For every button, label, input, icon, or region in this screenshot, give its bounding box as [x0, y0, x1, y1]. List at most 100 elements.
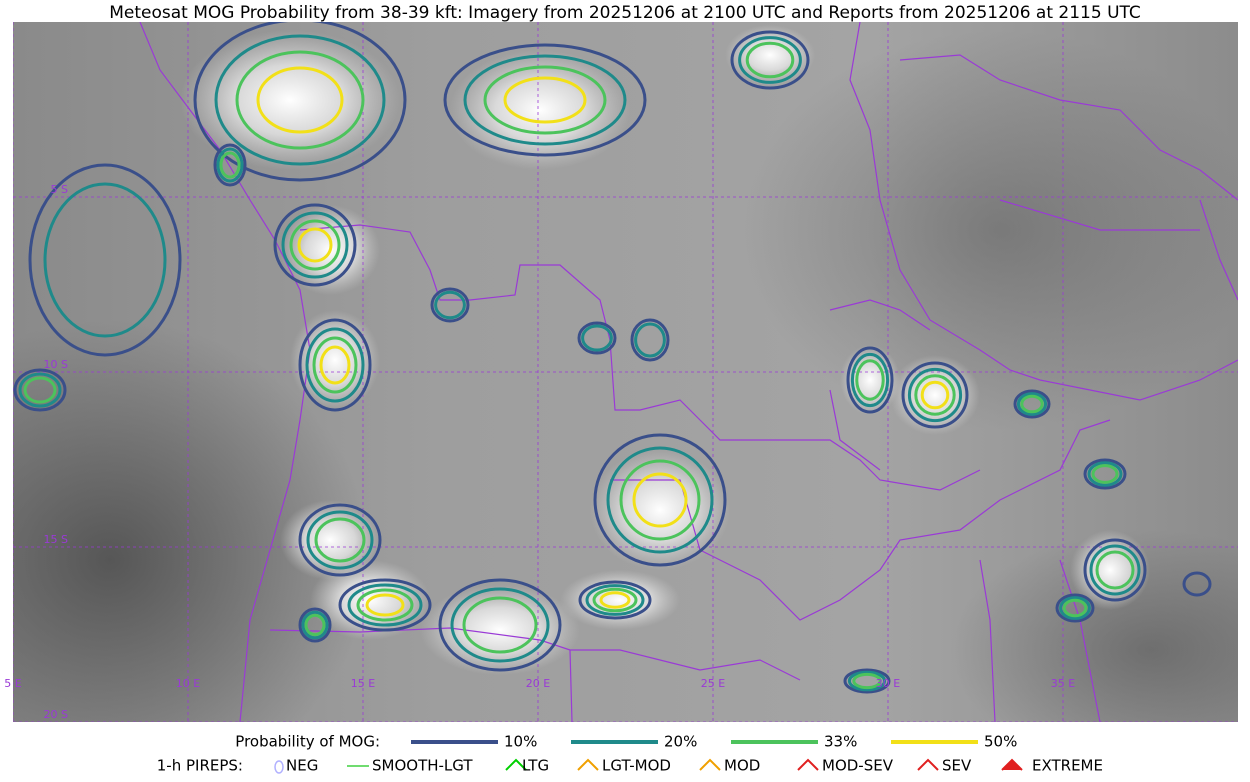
contour — [730, 30, 810, 90]
legend-icon — [274, 760, 284, 774]
contour — [920, 380, 950, 410]
map — [13, 22, 1238, 722]
contour — [901, 361, 969, 429]
contour — [843, 668, 891, 694]
contour — [1182, 571, 1212, 597]
contour — [585, 584, 645, 616]
contour — [503, 76, 587, 124]
contour — [483, 65, 607, 135]
border — [1199, 199, 1238, 301]
lon-label: 5 E — [4, 677, 21, 690]
contour — [592, 587, 638, 613]
contour — [745, 41, 795, 79]
title: Meteosat MOG Probability from 38-39 kft:… — [109, 3, 1141, 23]
cloud — [180, 30, 400, 170]
contour — [235, 50, 365, 150]
cloud — [560, 570, 680, 630]
contour — [450, 587, 550, 663]
contour — [855, 359, 885, 401]
contour — [914, 374, 956, 416]
border — [899, 54, 1238, 201]
contour — [289, 219, 341, 271]
lat-label: 20 S — [44, 708, 68, 721]
legend-item: 10% — [504, 733, 537, 751]
contour — [630, 318, 670, 362]
lat-label: 5 S — [51, 183, 68, 196]
contour — [365, 593, 405, 617]
contour — [314, 517, 366, 563]
border — [269, 627, 801, 681]
legend-icon — [797, 758, 819, 771]
contour — [301, 610, 329, 640]
contour — [1083, 458, 1127, 490]
contour — [256, 66, 344, 134]
contour — [18, 372, 62, 408]
contour — [1089, 544, 1141, 596]
contour — [297, 227, 333, 263]
contour — [438, 578, 562, 672]
contour — [43, 182, 167, 338]
legend-item: SMOOTH-LGT — [372, 757, 473, 775]
contour — [1020, 394, 1044, 414]
legend-item: LTG — [522, 757, 549, 775]
contour — [298, 607, 332, 643]
contour — [23, 376, 57, 404]
lon-label: 20 E — [526, 677, 550, 690]
contour — [214, 34, 386, 166]
legend-label: 1-h PIREPS: — [157, 757, 243, 775]
contour — [846, 346, 894, 414]
cloud — [890, 355, 980, 435]
contour — [593, 433, 727, 567]
border — [569, 649, 573, 722]
border — [299, 224, 981, 491]
contour — [1013, 389, 1051, 419]
cloud — [280, 500, 380, 580]
border — [139, 22, 311, 722]
contour — [213, 143, 247, 187]
contour — [347, 583, 423, 627]
contour — [281, 211, 349, 279]
cloud — [420, 585, 580, 675]
contour — [305, 327, 365, 403]
legend-item: MOD — [724, 757, 760, 775]
contour — [907, 367, 963, 423]
contour — [1016, 392, 1048, 416]
contour — [619, 459, 701, 541]
contour — [304, 613, 326, 637]
contour — [606, 446, 714, 554]
contour — [581, 324, 613, 352]
border — [849, 22, 1238, 401]
contour — [298, 503, 382, 577]
contour — [632, 472, 688, 528]
contour — [13, 368, 67, 412]
contour — [577, 321, 617, 355]
contour — [193, 22, 407, 182]
legend-label: Probability of MOG: — [235, 733, 380, 751]
legend-icon — [917, 758, 939, 771]
contour — [1095, 550, 1135, 590]
contour — [1091, 464, 1119, 484]
contour — [434, 290, 466, 320]
legend-item: EXTREME — [1032, 757, 1103, 775]
contour — [847, 670, 887, 692]
contour — [298, 318, 372, 412]
contour — [1055, 593, 1095, 623]
contour — [463, 54, 627, 146]
legend: Probability of MOG: 10% 20% 33% 50% 1-h PIREP… — [157, 733, 1103, 775]
contour — [216, 147, 244, 183]
border — [610, 419, 1111, 621]
lon-label: 35 E — [1051, 677, 1075, 690]
contour — [443, 43, 647, 157]
lon-label: 15 E — [351, 677, 375, 690]
border — [999, 199, 1200, 231]
lat-label: 10 S — [44, 358, 68, 371]
legend-item: NEG — [286, 757, 318, 775]
legend-icon — [699, 758, 721, 771]
border — [829, 389, 881, 471]
contour — [338, 578, 432, 632]
lon-label: 10 E — [176, 677, 200, 690]
contour — [578, 580, 652, 620]
contour — [634, 322, 666, 358]
lon-label: 25 E — [701, 677, 725, 690]
